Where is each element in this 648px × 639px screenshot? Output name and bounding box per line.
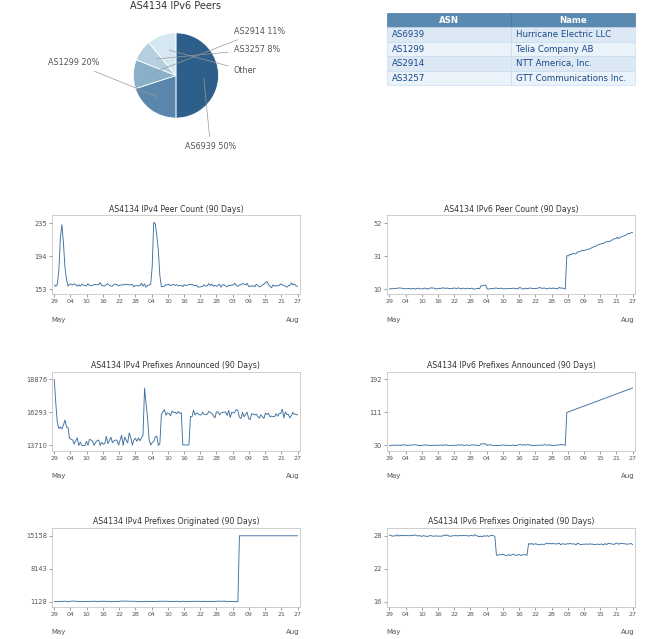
Text: Aug: Aug	[286, 473, 300, 479]
Title: AS4134 IPv4 Prefixes Announced (90 Days): AS4134 IPv4 Prefixes Announced (90 Days)	[91, 361, 260, 370]
Wedge shape	[149, 33, 176, 75]
Title: AS4134 IPv6 Peers: AS4134 IPv6 Peers	[130, 1, 222, 11]
Text: May: May	[387, 629, 401, 635]
Text: May: May	[52, 316, 66, 323]
Wedge shape	[136, 43, 176, 75]
Title: AS4134 IPv6 Prefixes Announced (90 Days): AS4134 IPv6 Prefixes Announced (90 Days)	[426, 361, 596, 370]
Text: AS1299 20%: AS1299 20%	[49, 58, 157, 96]
Text: AS3257 8%: AS3257 8%	[156, 45, 280, 59]
Text: May: May	[52, 473, 66, 479]
Text: Other: Other	[169, 50, 257, 75]
Text: Aug: Aug	[286, 316, 300, 323]
Wedge shape	[135, 75, 176, 118]
Title: AS4134 IPv4 Prefixes Originated (90 Days): AS4134 IPv4 Prefixes Originated (90 Days…	[93, 518, 259, 527]
Text: May: May	[387, 473, 401, 479]
Text: Aug: Aug	[621, 473, 635, 479]
Text: AS2914 11%: AS2914 11%	[151, 27, 284, 73]
Text: Aug: Aug	[621, 316, 635, 323]
Text: May: May	[387, 316, 401, 323]
Text: AS6939 50%: AS6939 50%	[185, 78, 237, 151]
Wedge shape	[133, 60, 176, 89]
Wedge shape	[176, 33, 218, 118]
Title: AS4134 IPv6 Prefixes Originated (90 Days): AS4134 IPv6 Prefixes Originated (90 Days…	[428, 518, 594, 527]
Text: Aug: Aug	[621, 629, 635, 635]
Title: AS4134 IPv4 Peer Count (90 Days): AS4134 IPv4 Peer Count (90 Days)	[109, 204, 243, 214]
Text: May: May	[52, 629, 66, 635]
Text: Aug: Aug	[286, 629, 300, 635]
Title: AS4134 IPv6 Peer Count (90 Days): AS4134 IPv6 Peer Count (90 Days)	[444, 204, 578, 214]
